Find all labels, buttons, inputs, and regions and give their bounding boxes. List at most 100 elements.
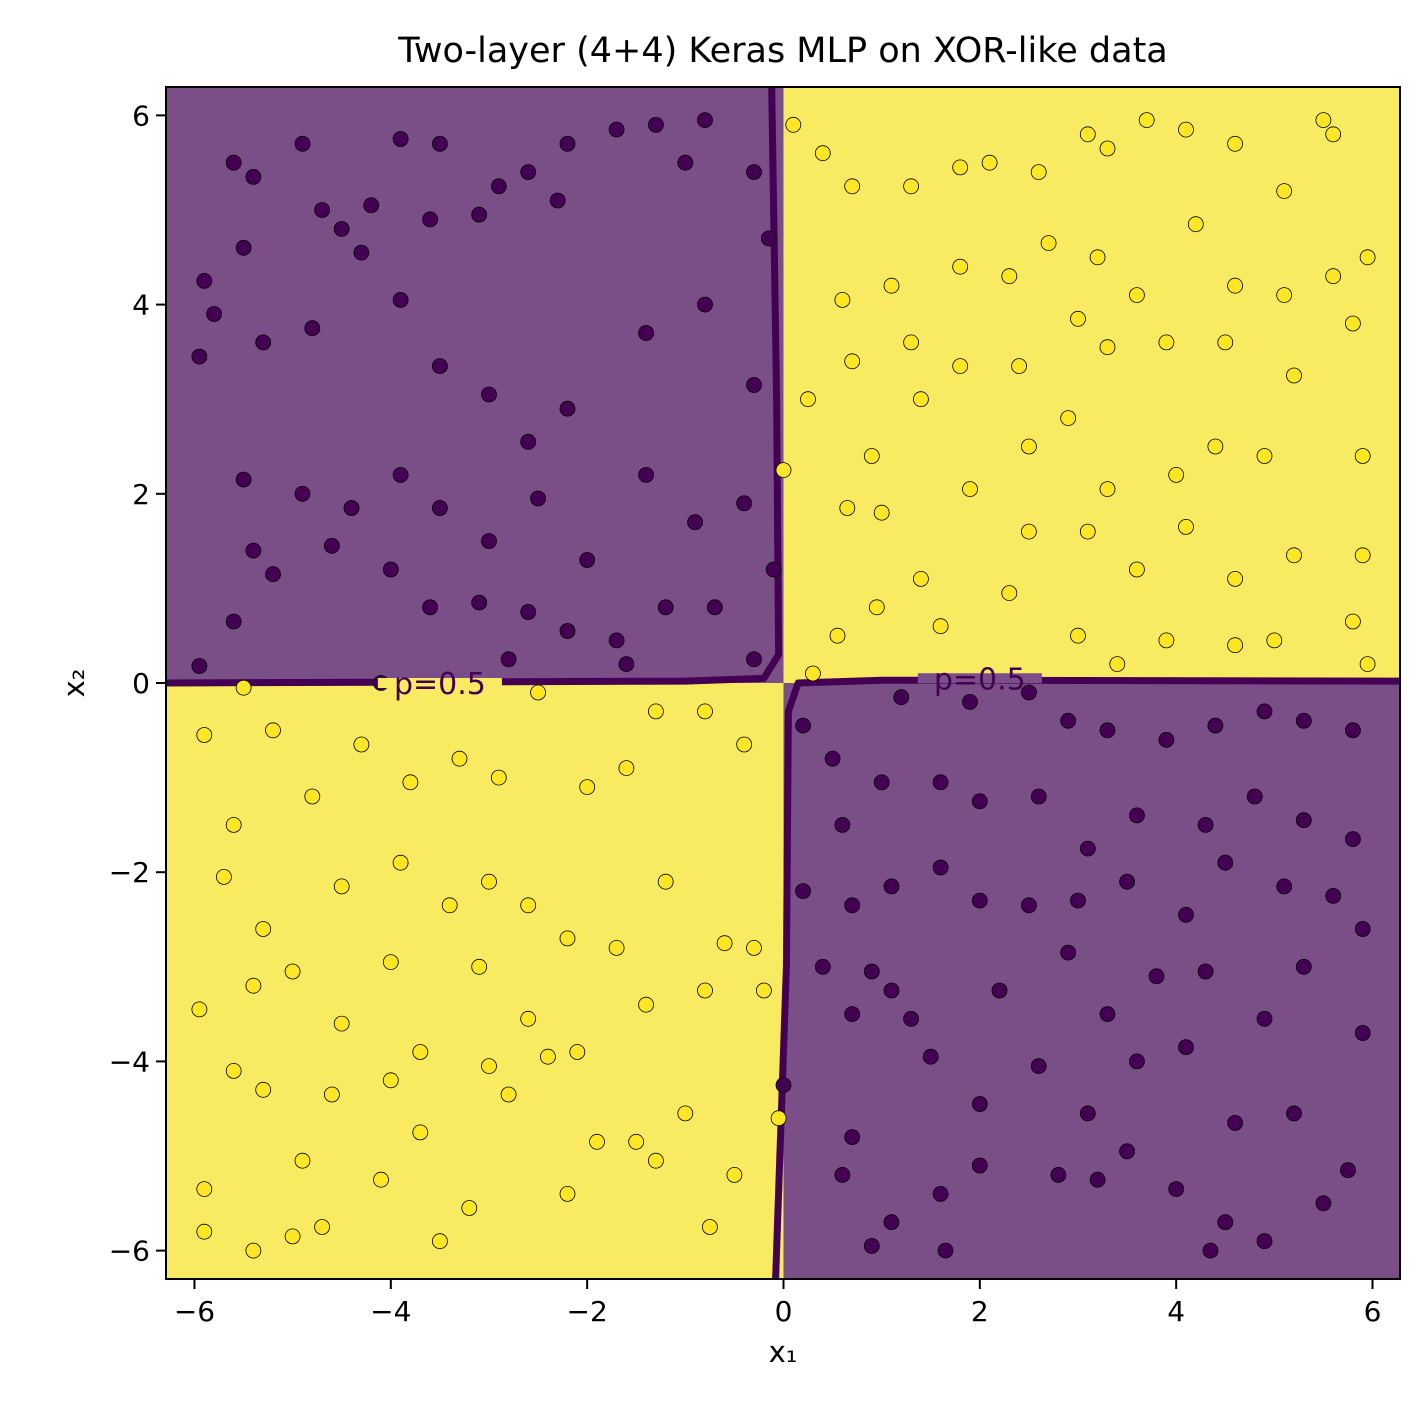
point-class-1 — [1325, 268, 1342, 285]
point-class-0 — [431, 358, 448, 375]
point-class-1 — [471, 958, 488, 975]
point-class-1 — [952, 258, 969, 275]
point-class-0 — [863, 1238, 880, 1254]
point-class-0 — [1217, 1214, 1234, 1231]
point-class-1 — [834, 291, 851, 308]
point-class-1 — [225, 817, 242, 833]
point-class-0 — [697, 112, 713, 128]
point-class-1 — [255, 921, 272, 937]
point-class-0 — [706, 599, 723, 616]
point-class-1 — [191, 1001, 208, 1018]
point-class-0 — [1217, 854, 1234, 871]
point-class-0 — [530, 490, 546, 507]
point-class-1 — [196, 1223, 213, 1240]
y-tick-label: −4 — [109, 1045, 150, 1078]
region-class-1 — [166, 683, 784, 1279]
point-class-1 — [1060, 410, 1077, 427]
point-class-0 — [1295, 812, 1312, 829]
point-class-1 — [530, 684, 546, 701]
point-class-1 — [1079, 523, 1096, 540]
point-class-0 — [353, 244, 370, 261]
point-class-1 — [952, 159, 969, 176]
point-class-0 — [746, 164, 762, 181]
x-tick-label: −4 — [370, 1295, 411, 1328]
point-class-1 — [579, 779, 596, 795]
point-class-1 — [736, 736, 753, 753]
point-class-0 — [1207, 717, 1224, 734]
point-class-1 — [1158, 632, 1175, 649]
point-class-0 — [648, 116, 664, 133]
point-class-1 — [868, 599, 885, 616]
point-class-1 — [520, 897, 537, 914]
point-class-0 — [1345, 831, 1361, 847]
point-class-1 — [1227, 277, 1243, 294]
point-class-1 — [697, 703, 713, 720]
point-class-0 — [294, 485, 311, 502]
point-class-0 — [1119, 873, 1135, 890]
point-class-1 — [775, 462, 792, 479]
point-class-1 — [382, 1072, 399, 1089]
point-class-0 — [638, 466, 654, 483]
point-class-1 — [284, 1228, 301, 1245]
point-class-0 — [245, 168, 262, 185]
point-class-0 — [657, 599, 674, 616]
point-class-1 — [829, 627, 846, 644]
point-class-1 — [333, 1015, 350, 1032]
point-class-1 — [1325, 126, 1342, 143]
point-class-0 — [265, 566, 281, 583]
point-class-0 — [471, 594, 488, 611]
point-class-0 — [1050, 1167, 1067, 1183]
point-class-1 — [1178, 121, 1194, 138]
point-class-1 — [913, 391, 929, 408]
point-class-0 — [1340, 1162, 1356, 1179]
point-class-0 — [235, 239, 252, 256]
point-class-1 — [863, 448, 880, 464]
x-tick-label: −6 — [174, 1295, 215, 1328]
point-class-0 — [937, 1242, 954, 1259]
point-class-0 — [422, 599, 439, 616]
point-class-1 — [1217, 334, 1234, 351]
point-class-1 — [952, 358, 969, 375]
point-class-0 — [1129, 807, 1145, 824]
point-class-0 — [333, 220, 350, 237]
point-class-1 — [1001, 585, 1018, 601]
point-class-0 — [795, 883, 811, 899]
region-class-0 — [166, 87, 784, 683]
point-class-1 — [1070, 627, 1086, 644]
point-class-1 — [255, 1081, 272, 1098]
point-class-0 — [618, 656, 635, 672]
point-class-1 — [451, 750, 468, 767]
point-class-1 — [697, 982, 713, 999]
point-class-0 — [1276, 878, 1293, 895]
y-tick-label: 6 — [132, 99, 150, 132]
point-class-1 — [839, 500, 856, 516]
point-class-0 — [775, 1077, 792, 1093]
point-class-0 — [431, 135, 448, 152]
point-class-0 — [1202, 1242, 1219, 1259]
point-class-0 — [255, 334, 272, 351]
contour-label: p=0.5 — [394, 667, 486, 702]
point-class-1 — [1345, 315, 1361, 332]
point-class-1 — [294, 1152, 311, 1169]
point-class-1 — [353, 736, 370, 753]
point-class-0 — [490, 178, 507, 195]
point-class-1 — [196, 1181, 213, 1197]
point-class-1 — [1168, 466, 1185, 483]
point-class-1 — [844, 178, 861, 195]
x-tick-label: 0 — [775, 1295, 793, 1328]
point-class-0 — [1158, 731, 1175, 748]
point-class-1 — [1070, 310, 1086, 327]
point-class-1 — [215, 869, 232, 885]
point-class-0 — [579, 552, 596, 568]
point-class-0 — [971, 1157, 988, 1174]
point-class-0 — [1030, 788, 1047, 805]
point-class-1 — [1011, 358, 1027, 375]
point-class-1 — [805, 665, 821, 682]
point-class-1 — [716, 935, 733, 952]
point-class-1 — [770, 1110, 787, 1127]
point-class-1 — [392, 854, 409, 871]
point-class-1 — [657, 873, 674, 890]
point-class-0 — [1070, 892, 1086, 909]
point-class-1 — [225, 1063, 242, 1079]
